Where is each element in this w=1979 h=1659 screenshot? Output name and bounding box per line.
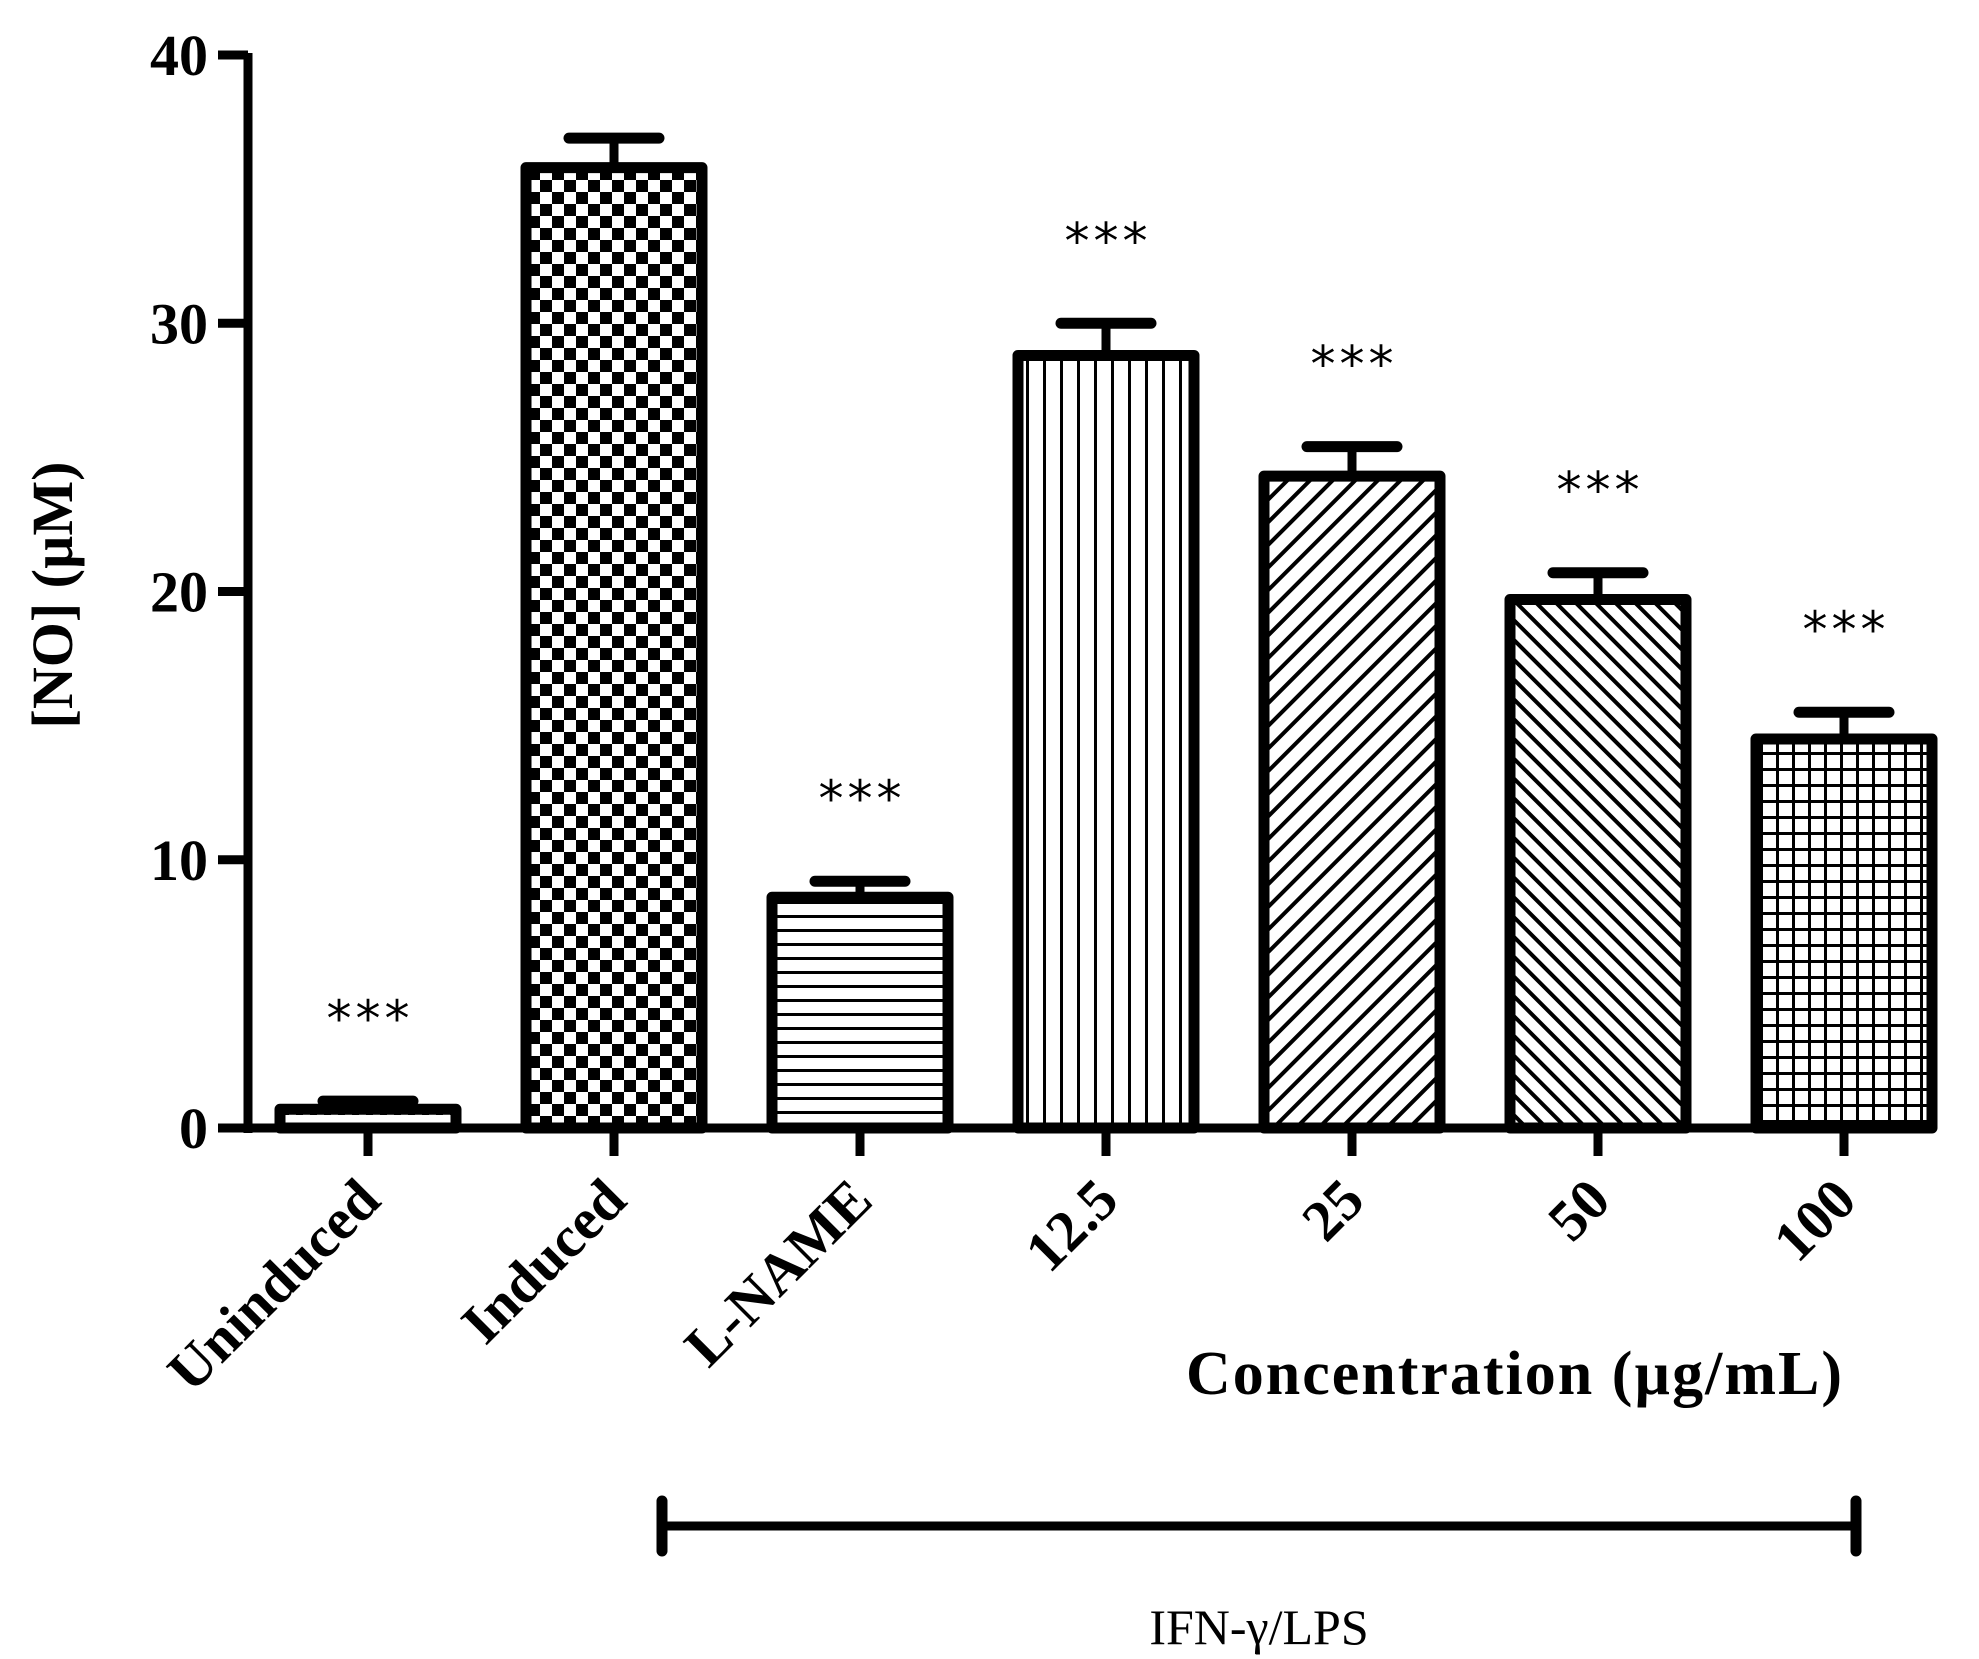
x-category-label: L-NAME xyxy=(672,1166,884,1378)
x-axis-title: Concentration (µg/mL) xyxy=(1186,1340,1844,1408)
significance-label: *** xyxy=(819,770,906,828)
significance-label: *** xyxy=(1557,462,1644,520)
bar-uninduced xyxy=(274,1103,462,1134)
y-axis-title: [NO] (µM) xyxy=(20,462,85,729)
bar-50 xyxy=(1504,594,1692,1134)
y-tick-label: 40 xyxy=(150,23,208,88)
significance-label: *** xyxy=(327,990,414,1048)
x-category-label: Induced xyxy=(449,1166,639,1356)
bar-l-name xyxy=(766,891,954,1134)
bar-25 xyxy=(1258,470,1446,1134)
x-category-label: 12.5 xyxy=(1012,1166,1130,1284)
y-tick-label: 10 xyxy=(150,828,208,893)
bars xyxy=(274,132,1938,1134)
x-category-label: Uninduced xyxy=(155,1166,392,1403)
significance-label: *** xyxy=(1311,336,1398,394)
treatment-label: IFN-γ/LPS xyxy=(1149,1599,1368,1655)
y-tick-label: 20 xyxy=(150,560,208,625)
x-category-label: 25 xyxy=(1289,1166,1376,1253)
treatment-bracket xyxy=(656,1495,1862,1557)
y-tick-label: 0 xyxy=(179,1096,208,1161)
x-category-label: 100 xyxy=(1761,1166,1868,1273)
bar-100 xyxy=(1750,733,1938,1134)
significance-label: *** xyxy=(1803,601,1890,659)
significance-label: *** xyxy=(1065,212,1152,270)
y-tick-label: 30 xyxy=(150,291,208,356)
x-category-label: 50 xyxy=(1535,1166,1622,1253)
bar-induced xyxy=(520,162,708,1134)
bar-12-5 xyxy=(1012,349,1200,1134)
